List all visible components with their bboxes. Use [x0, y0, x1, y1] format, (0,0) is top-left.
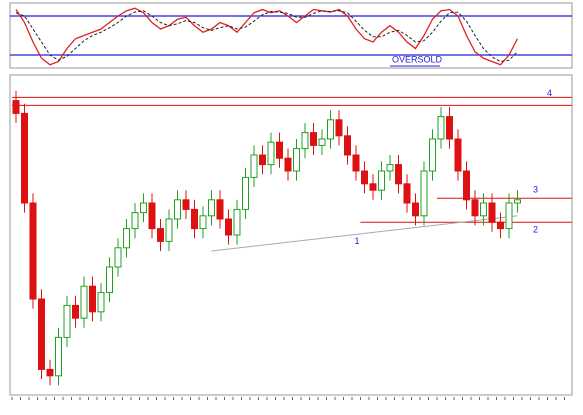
candle-body: [267, 141, 275, 166]
candle-body: [352, 154, 360, 172]
candle-body: [301, 132, 309, 150]
candle-body: [89, 285, 96, 313]
candle-body: [182, 199, 190, 210]
candle-body: [250, 154, 258, 178]
trendline: [211, 215, 518, 252]
candle-body: [514, 199, 521, 204]
candle-body: [208, 199, 215, 217]
candle-body: [488, 202, 496, 223]
candle-body: [131, 212, 139, 230]
candle-body: [148, 202, 156, 230]
candle-body: [63, 304, 71, 338]
candle-body: [335, 119, 343, 137]
line-label: 1: [355, 236, 360, 246]
candle-body: [157, 228, 164, 242]
candle-body: [505, 202, 513, 230]
oscillator-line: [15, 10, 518, 63]
candle-body: [446, 116, 453, 140]
candle-body: [233, 208, 241, 236]
line-label: 2: [533, 225, 538, 235]
candle-body: [80, 285, 88, 319]
candle-body: [191, 208, 198, 230]
candle-body: [403, 183, 411, 204]
candle-body: [327, 119, 334, 140]
candle-body: [106, 266, 113, 294]
candle-body: [72, 304, 79, 319]
candle-body: [259, 154, 266, 166]
candle-body: [454, 138, 462, 172]
candle-body: [429, 138, 436, 172]
candle-body: [463, 170, 470, 201]
oscillator-frame: [9, 2, 573, 69]
candle-body: [55, 336, 62, 377]
candle-body: [276, 141, 283, 159]
candle-body: [46, 368, 54, 377]
candle-body: [199, 215, 207, 230]
candle-body: [420, 170, 428, 217]
candle-body: [165, 218, 173, 242]
candle-body: [378, 170, 385, 191]
candle-body: [114, 247, 122, 268]
candle-body: [284, 157, 292, 172]
candle-body: [310, 132, 317, 146]
oscillator-line: [15, 7, 519, 66]
candle-body: [140, 202, 147, 214]
candle-body: [21, 112, 28, 204]
candle-body: [386, 164, 394, 172]
candle-body: [293, 148, 300, 172]
price-frame: [9, 74, 573, 396]
line-label: 4: [547, 88, 552, 98]
candle-body: [344, 135, 351, 156]
candle-body: [497, 221, 504, 230]
candle-body: [216, 199, 224, 220]
candle-body: [318, 138, 326, 146]
candle-body: [412, 202, 419, 217]
candle-body: [123, 228, 130, 249]
candle-body: [437, 116, 445, 140]
candle-body: [97, 292, 105, 313]
candle-body: [369, 183, 377, 191]
candle-body: [29, 202, 37, 300]
annotation: OVERSOLD: [392, 54, 443, 64]
candle-body: [395, 164, 402, 185]
candle-body: [38, 298, 45, 370]
candle-body: [174, 199, 181, 220]
candle-body: [471, 199, 479, 217]
candle-body: [242, 176, 249, 210]
candle-body: [361, 170, 368, 185]
line-label: 3: [533, 185, 538, 195]
candle-body: [12, 100, 20, 114]
candle-body: [225, 218, 232, 236]
candle-body: [480, 202, 487, 217]
